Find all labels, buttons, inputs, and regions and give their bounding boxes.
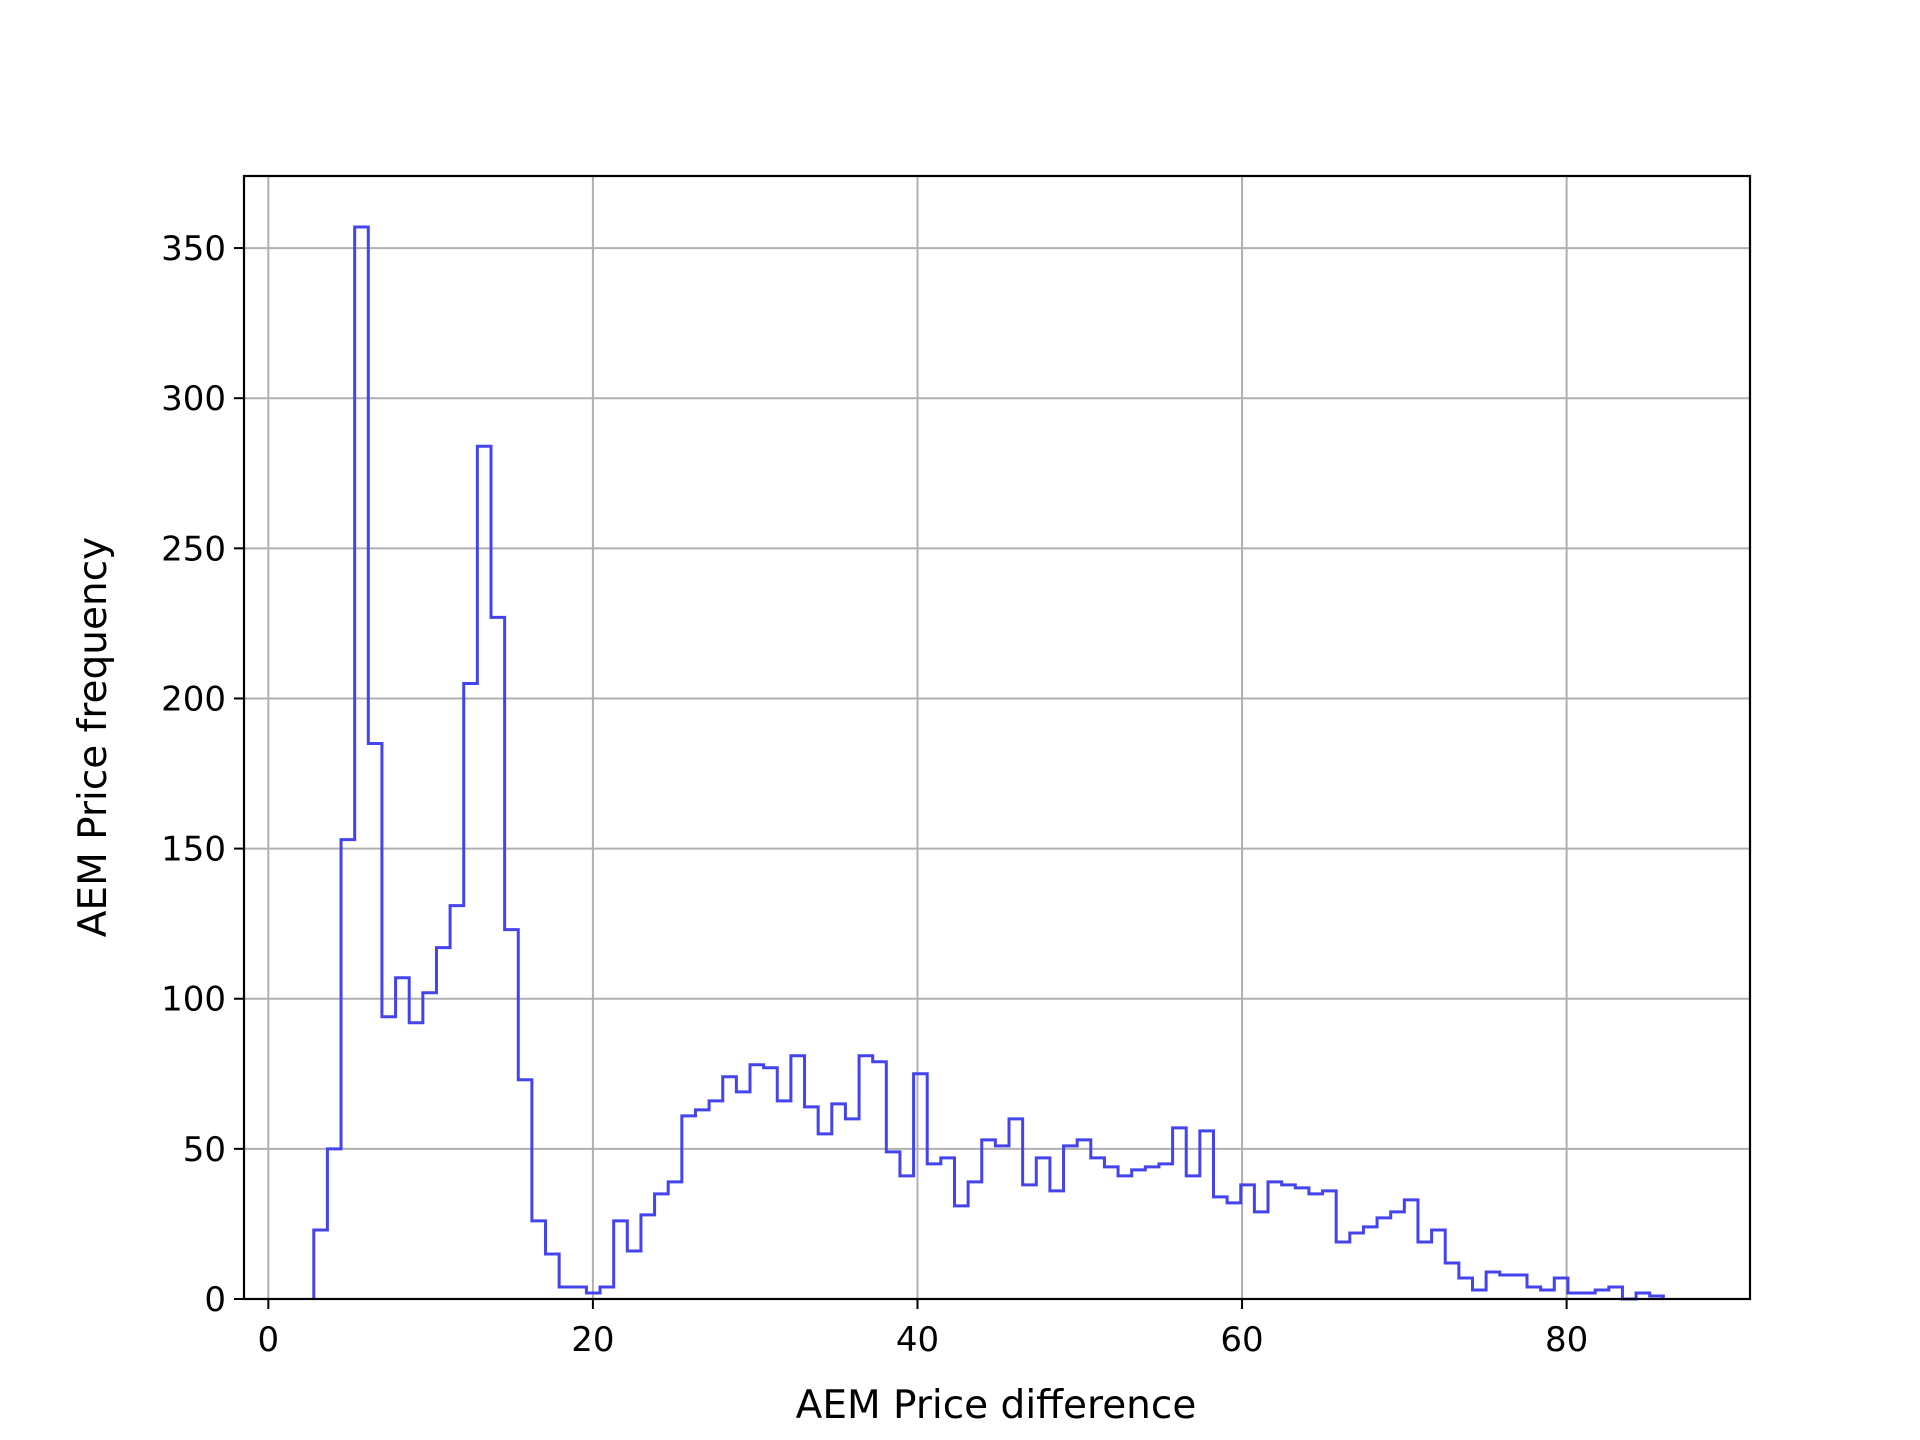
y-axis-label: AEM Price frequency — [71, 537, 116, 938]
y-tick-label: 100 — [161, 980, 226, 1020]
y-tick-label: 250 — [161, 529, 226, 569]
x-tick-label: 20 — [571, 1320, 614, 1360]
y-tick-label: 50 — [183, 1130, 226, 1170]
x-tick-label: 40 — [896, 1320, 939, 1360]
x-axis-ticks: 0 20 40 60 80 — [258, 1299, 1588, 1360]
y-tick-label: 200 — [161, 679, 226, 719]
plot-frame — [242, 174, 1752, 1301]
y-tick-label: 350 — [161, 229, 226, 269]
x-tick-label: 0 — [258, 1320, 280, 1360]
x-tick-label: 60 — [1220, 1320, 1263, 1360]
histogram-step-line — [312, 225, 1665, 1301]
y-axis-ticks: 0 50 100 150 200 250 300 350 — [161, 229, 244, 1320]
histogram-series — [312, 225, 1665, 1301]
x-axis-label: AEM Price difference — [796, 1383, 1197, 1428]
y-tick-label: 300 — [161, 379, 226, 419]
grid-lines — [244, 176, 1750, 1300]
x-tick-label: 80 — [1545, 1320, 1588, 1360]
y-tick-label: 150 — [161, 830, 226, 870]
y-tick-label: 0 — [204, 1280, 226, 1320]
